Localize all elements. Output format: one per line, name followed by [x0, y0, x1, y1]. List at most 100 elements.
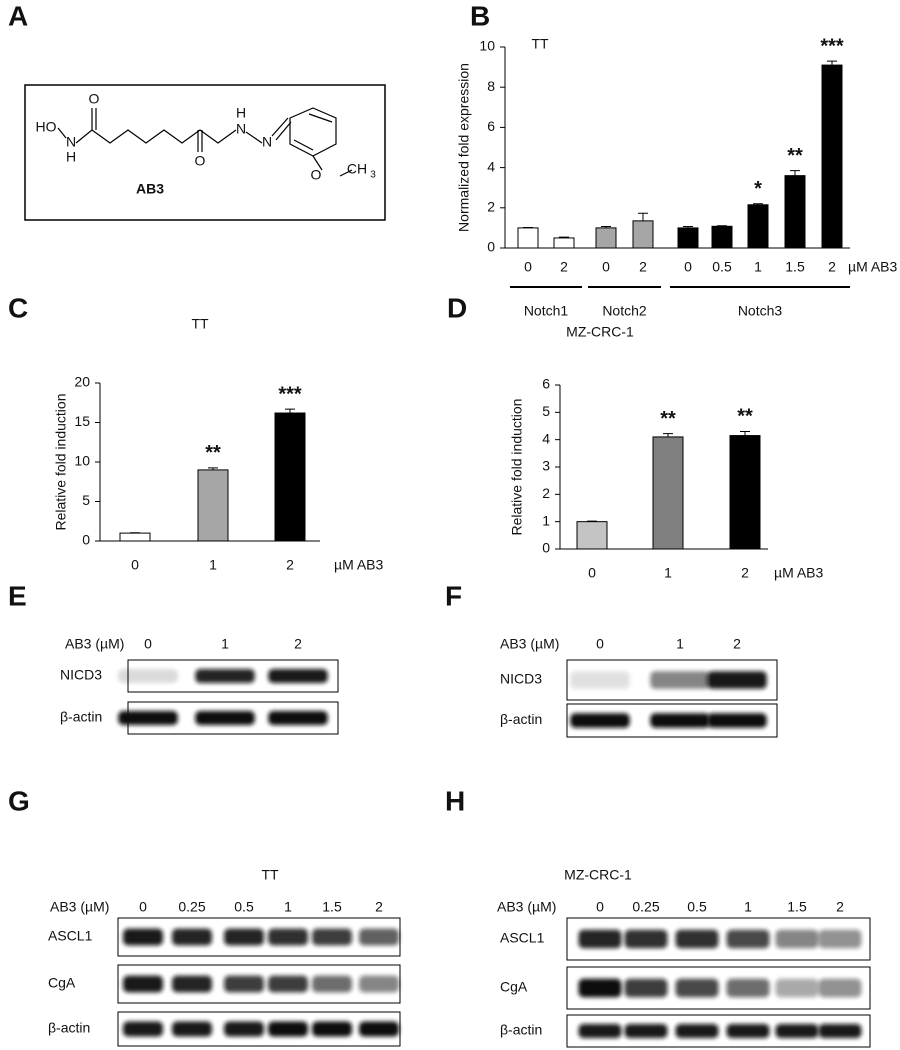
error-bar: [717, 225, 727, 227]
x-tick-label: 2: [828, 259, 836, 275]
chart-title: TT: [531, 36, 549, 52]
y-axis-label: Relative fold induction: [53, 394, 69, 531]
blot-band: [578, 1023, 622, 1039]
y-tick-label: 1: [542, 512, 550, 528]
blot-band: [118, 668, 178, 684]
bar: [274, 412, 306, 542]
lane-label: 0: [596, 636, 604, 652]
blot-band: [224, 928, 264, 946]
error-bar: [827, 60, 837, 66]
blot-band: [224, 1021, 264, 1037]
blot-band: [268, 975, 308, 993]
group-label: Notch2: [602, 303, 647, 319]
x-unit-label: µM AB3: [774, 565, 824, 581]
group-label: Notch3: [738, 303, 783, 319]
blot-band: [818, 978, 862, 998]
lane-label: 0: [144, 636, 152, 652]
x-tick-label: 0: [588, 565, 596, 581]
lane-label: 0: [139, 899, 147, 915]
y-tick-label: 15: [74, 413, 90, 429]
error-bar: [663, 433, 673, 437]
blot-band: [675, 929, 719, 949]
x-tick-label: 2: [560, 259, 568, 275]
bar: [747, 204, 769, 249]
panel-label: A: [8, 0, 28, 31]
blot-band: [775, 1023, 819, 1039]
blot-band: [172, 975, 212, 993]
y-tick-label: 4: [542, 430, 550, 446]
atom-label: N: [262, 134, 272, 150]
lane-label: 0.5: [687, 899, 707, 915]
error-bar: [790, 170, 800, 176]
error-bar: [638, 212, 648, 221]
blot-band: [123, 1021, 163, 1037]
x-tick-label: 1: [209, 557, 217, 573]
atom-label: O: [195, 153, 206, 169]
x-tick-label: 0: [684, 259, 692, 275]
blot-row-label: NICD3: [60, 667, 102, 683]
y-tick-label: 0: [542, 540, 550, 556]
blot-band: [359, 975, 399, 993]
error-bar: [683, 225, 693, 228]
blot-row-label: β-actin: [500, 711, 542, 727]
blot-band: [578, 929, 622, 949]
error-bar: [740, 430, 750, 436]
blot-row-label: β-actin: [48, 1020, 90, 1036]
panel-label: D: [447, 292, 467, 323]
x-unit-label: µM AB3: [848, 259, 898, 275]
y-tick-label: 5: [542, 403, 550, 419]
y-tick-label: 5: [82, 492, 90, 508]
blot-row-label: NICD3: [500, 671, 542, 687]
blot-band: [312, 928, 352, 946]
atom-label: N: [236, 121, 246, 137]
significance-label: **: [737, 406, 753, 428]
y-tick-label: 20: [74, 374, 90, 390]
blot-band: [172, 1021, 212, 1037]
panel-label: G: [8, 785, 30, 816]
blot-band: [675, 1023, 719, 1039]
blot-band: [650, 671, 710, 689]
blot-row-label: β-actin: [500, 1022, 542, 1038]
error-bar: [559, 236, 569, 238]
blot-band: [118, 710, 178, 726]
blot-band: [312, 1021, 352, 1037]
blot-header: AB3 (µM): [50, 899, 109, 915]
blot-band: [818, 929, 862, 949]
panel-label: B: [470, 0, 490, 31]
y-tick-label: 0: [82, 532, 90, 548]
x-tick-label: 2: [286, 557, 294, 573]
blot-band: [624, 929, 668, 949]
blot-band: [570, 713, 630, 728]
y-tick-label: 6: [542, 376, 550, 392]
lane-label: 1: [676, 636, 684, 652]
bar: [595, 227, 617, 249]
lane-label: 2: [836, 899, 844, 915]
panel-label: F: [445, 580, 462, 611]
blot-band: [775, 929, 819, 949]
lane-label: 0.5: [234, 899, 254, 915]
bar: [553, 237, 575, 249]
blot-band: [624, 978, 668, 998]
blot-band: [707, 713, 767, 728]
error-bar: [587, 520, 597, 522]
blot-band: [707, 671, 767, 689]
structure-skeleton: [57, 107, 353, 177]
blot-row-label: ASCL1: [500, 930, 545, 946]
bar: [784, 175, 806, 249]
blot-band: [268, 668, 328, 684]
bar: [729, 435, 761, 550]
group-label: Notch1: [524, 303, 569, 319]
blot-band: [268, 1021, 308, 1037]
lane-label: 1.5: [322, 899, 342, 915]
atom-label: 3: [370, 170, 376, 181]
blot-band: [578, 978, 622, 998]
x-tick-label: 1: [664, 565, 672, 581]
chart-title: TT: [191, 316, 209, 332]
significance-label: ***: [820, 35, 844, 57]
x-unit-label: µM AB3: [334, 557, 384, 573]
bar: [632, 220, 654, 249]
blot-band: [570, 671, 630, 689]
atom-label: H: [236, 105, 246, 121]
blot-band: [195, 668, 255, 684]
